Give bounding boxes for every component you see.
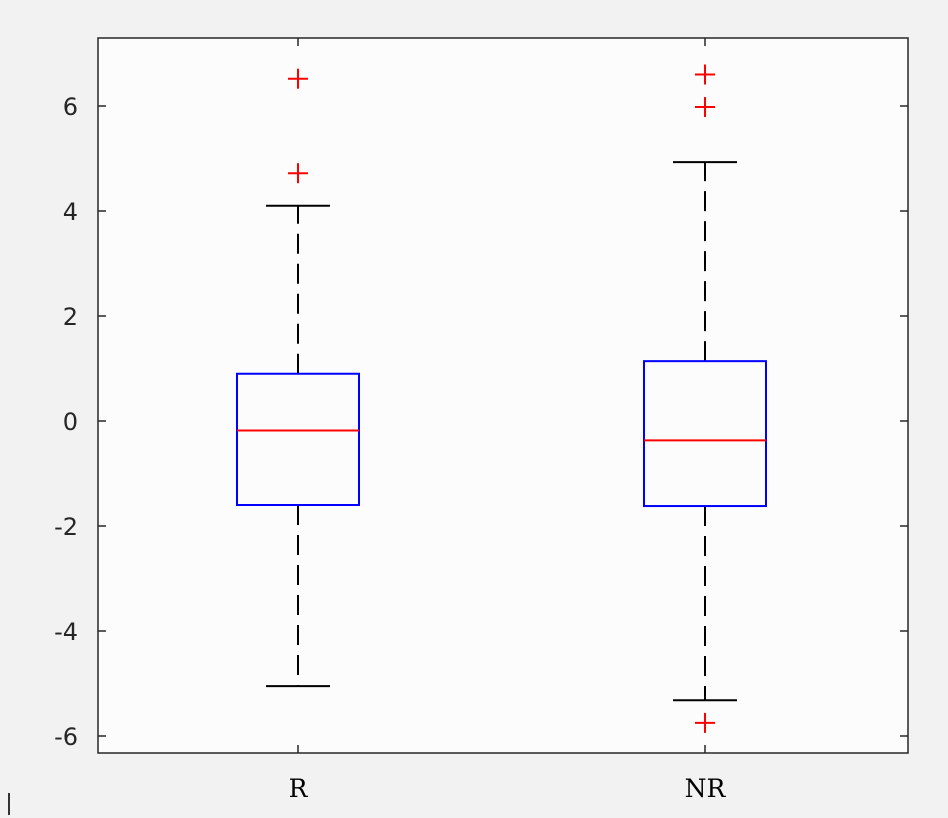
outlier-r-2 [288, 68, 308, 89]
axes: -6 -4 -2 0 2 4 6 R NR [54, 38, 908, 803]
outlier-nr-3 [695, 64, 715, 85]
x-tick-label-r: R [289, 774, 309, 803]
y-tick-label: 4 [63, 198, 78, 226]
box-nr [643, 360, 767, 508]
y-tick-label: 6 [63, 93, 78, 121]
y-tick-label: 0 [63, 408, 78, 436]
y-tick-label: -4 [54, 618, 78, 646]
chart-marks [236, 64, 767, 733]
window-edge-marker [8, 793, 10, 815]
y-tick-label: -6 [54, 723, 78, 751]
box-r [236, 372, 360, 506]
plot-area [97, 37, 909, 754]
x-tick-label-nr: NR [685, 774, 727, 803]
outlier-r-1 [288, 163, 308, 184]
y-tick-label: 2 [63, 303, 78, 331]
outlier-nr-2 [695, 97, 715, 118]
outlier-nr-1 [695, 712, 715, 733]
y-tick-label: -2 [54, 513, 78, 541]
